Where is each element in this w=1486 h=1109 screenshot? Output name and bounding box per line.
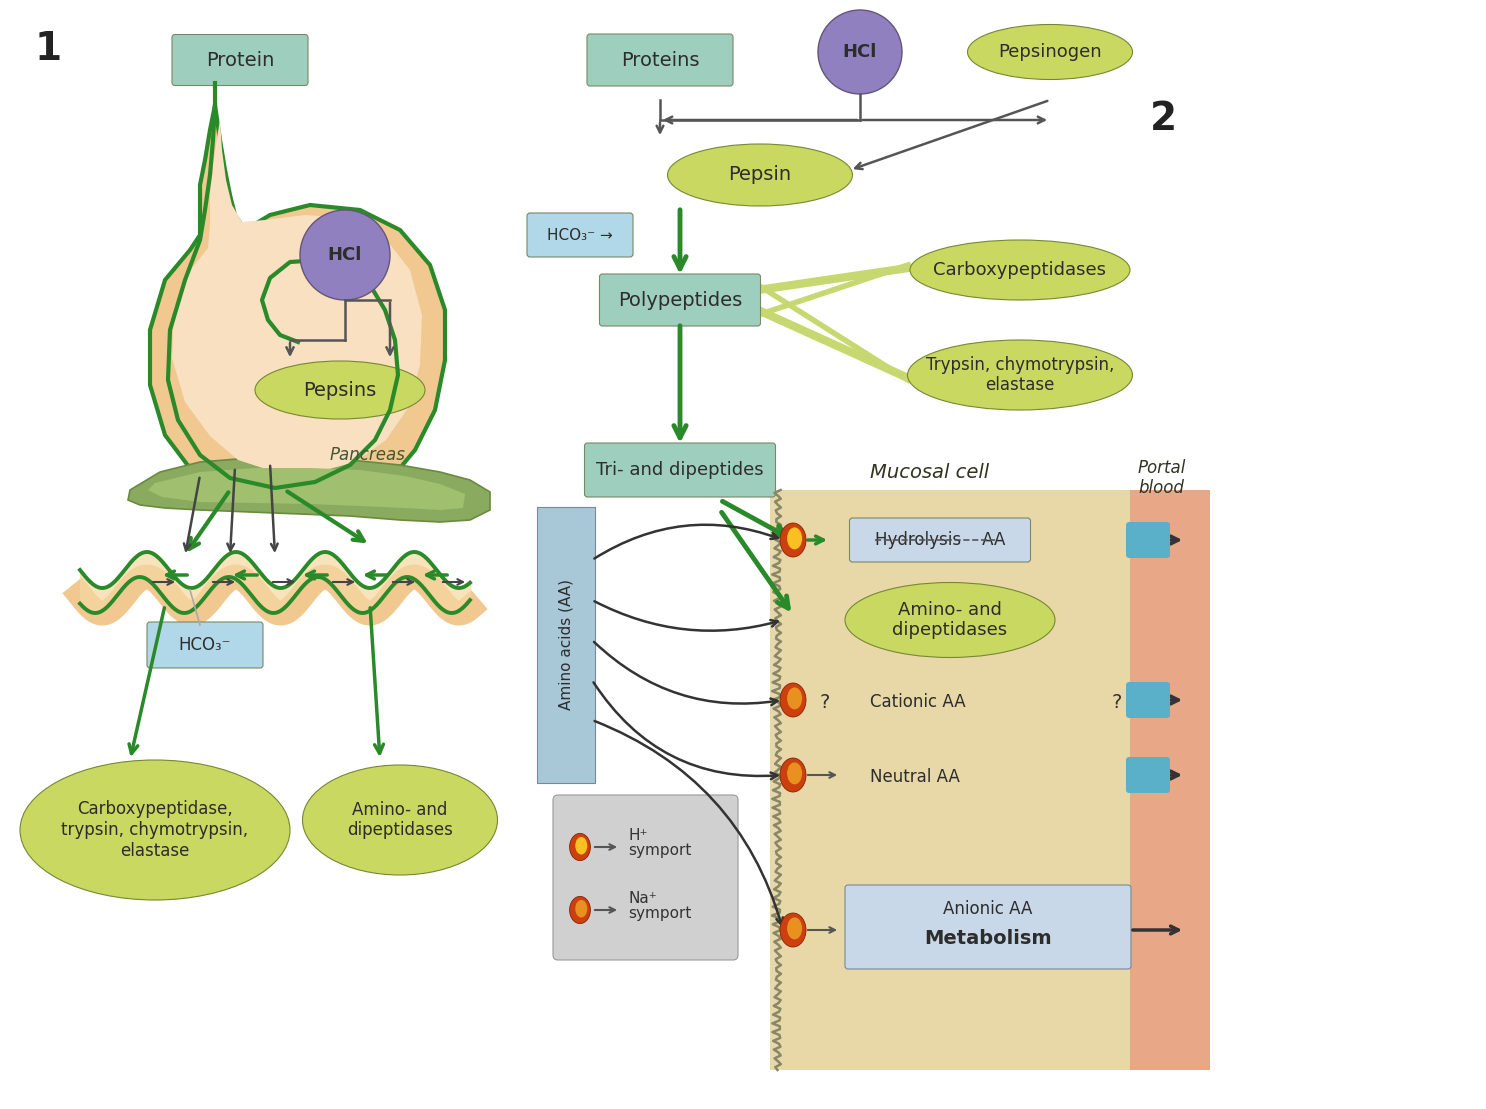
Text: 1: 1: [36, 30, 62, 68]
FancyBboxPatch shape: [528, 213, 633, 257]
Text: Amino- and
dipeptidases: Amino- and dipeptidases: [893, 601, 1008, 640]
Text: Anionic AA: Anionic AA: [944, 901, 1033, 918]
FancyBboxPatch shape: [850, 518, 1030, 562]
Ellipse shape: [780, 523, 805, 557]
Text: symport: symport: [629, 843, 691, 858]
Ellipse shape: [908, 340, 1132, 410]
Ellipse shape: [19, 760, 290, 901]
Polygon shape: [149, 468, 465, 510]
Ellipse shape: [909, 240, 1129, 301]
Text: Pepsinogen: Pepsinogen: [999, 43, 1101, 61]
Text: Proteins: Proteins: [621, 51, 700, 70]
Text: Carboxypeptidase,
trypsin, chymotrypsin,
elastase: Carboxypeptidase, trypsin, chymotrypsin,…: [61, 801, 248, 859]
Text: Carboxypeptidases: Carboxypeptidases: [933, 261, 1107, 279]
Polygon shape: [172, 120, 422, 472]
Text: Polypeptides: Polypeptides: [618, 291, 742, 309]
FancyBboxPatch shape: [584, 442, 776, 497]
Text: symport: symport: [629, 906, 691, 920]
Ellipse shape: [569, 896, 590, 924]
Ellipse shape: [780, 757, 805, 792]
Text: Mucosal cell: Mucosal cell: [869, 462, 990, 482]
Text: Na⁺: Na⁺: [629, 891, 657, 906]
Text: Pepsin: Pepsin: [728, 165, 792, 184]
Text: Portal
blood: Portal blood: [1138, 459, 1186, 498]
Text: Pancreas: Pancreas: [330, 446, 406, 464]
Ellipse shape: [788, 528, 802, 549]
Ellipse shape: [788, 762, 802, 784]
Ellipse shape: [575, 899, 587, 917]
Ellipse shape: [569, 833, 590, 861]
Polygon shape: [150, 105, 444, 510]
FancyBboxPatch shape: [553, 795, 739, 960]
Ellipse shape: [303, 765, 498, 875]
Ellipse shape: [780, 913, 805, 947]
Text: Trypsin, chymotrypsin,
elastase: Trypsin, chymotrypsin, elastase: [926, 356, 1114, 395]
Text: ?: ?: [820, 692, 831, 712]
Text: HCl: HCl: [328, 246, 363, 264]
FancyBboxPatch shape: [536, 507, 594, 783]
Text: Tri- and dipeptides: Tri- and dipeptides: [596, 461, 764, 479]
Ellipse shape: [967, 24, 1132, 80]
FancyBboxPatch shape: [770, 490, 1129, 1070]
FancyBboxPatch shape: [1126, 522, 1169, 558]
FancyBboxPatch shape: [846, 885, 1131, 969]
Text: H⁺: H⁺: [629, 828, 648, 843]
Text: HCO₃⁻ →: HCO₃⁻ →: [547, 227, 612, 243]
Text: Neutral AA: Neutral AA: [869, 769, 960, 786]
Circle shape: [300, 210, 389, 301]
FancyBboxPatch shape: [1126, 682, 1169, 718]
Text: Protein: Protein: [207, 51, 275, 70]
Circle shape: [817, 10, 902, 94]
FancyBboxPatch shape: [1129, 490, 1210, 1070]
Text: Cationic AA: Cationic AA: [869, 693, 966, 711]
Text: Pepsins: Pepsins: [303, 380, 376, 399]
Text: 2: 2: [1150, 100, 1177, 138]
Text: Amino acids (AA): Amino acids (AA): [559, 580, 574, 711]
Ellipse shape: [575, 837, 587, 855]
Ellipse shape: [788, 917, 802, 939]
FancyBboxPatch shape: [599, 274, 761, 326]
Ellipse shape: [846, 582, 1055, 658]
Text: HCl: HCl: [843, 43, 877, 61]
Text: ?: ?: [1112, 692, 1122, 712]
Ellipse shape: [788, 688, 802, 710]
FancyBboxPatch shape: [587, 34, 733, 87]
FancyBboxPatch shape: [1126, 757, 1169, 793]
Ellipse shape: [780, 683, 805, 718]
Ellipse shape: [256, 362, 425, 419]
FancyBboxPatch shape: [172, 34, 308, 85]
FancyBboxPatch shape: [147, 622, 263, 668]
Text: Hydrolysis    AA: Hydrolysis AA: [875, 531, 1005, 549]
Text: Metabolism: Metabolism: [924, 929, 1052, 948]
Ellipse shape: [667, 144, 853, 206]
Text: Amino- and
dipeptidases: Amino- and dipeptidases: [348, 801, 453, 840]
Polygon shape: [128, 458, 490, 522]
Text: HCO₃⁻: HCO₃⁻: [178, 635, 232, 654]
